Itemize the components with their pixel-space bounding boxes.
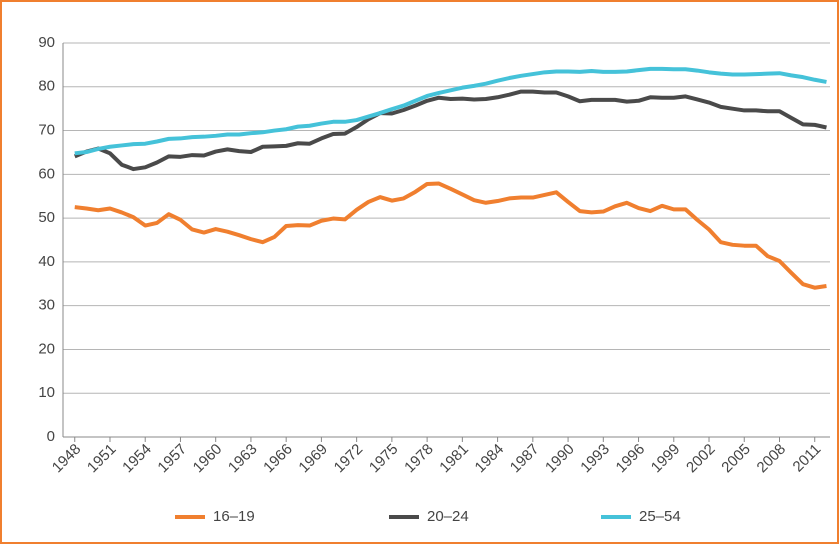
legend-label: 16–19 [213, 508, 255, 525]
y-tick-label: 30 [38, 297, 55, 314]
y-tick-label: 40 [38, 253, 55, 270]
y-tick-label: 70 [38, 122, 55, 139]
line [73, 89, 827, 172]
y-tick-label: 0 [47, 428, 55, 445]
y-tick-label: 60 [38, 165, 55, 182]
legend-label: 20–24 [427, 508, 469, 525]
y-tick-label: 80 [38, 78, 55, 95]
y-tick-label: 90 [38, 34, 55, 51]
line [74, 66, 827, 156]
line [74, 181, 827, 290]
y-tick-label: 20 [38, 340, 55, 357]
y-tick-label: 10 [38, 384, 55, 401]
legend-label: 25–54 [639, 508, 681, 525]
y-tick-label: 50 [38, 209, 55, 226]
